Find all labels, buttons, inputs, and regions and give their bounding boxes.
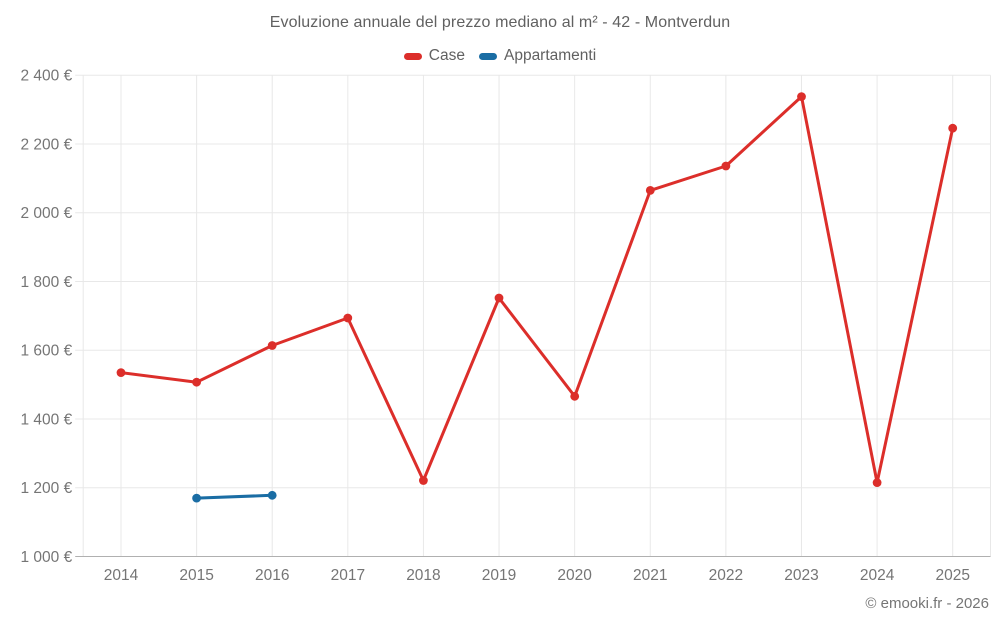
y-tick-label: 1 400 € [20, 411, 72, 428]
y-tick-label: 2 400 € [20, 68, 72, 85]
legend-item-case[interactable]: Case [403, 47, 465, 65]
data-point-case[interactable] [192, 377, 202, 387]
x-tick-label: 2022 [709, 567, 743, 584]
data-point-appartamenti[interactable] [192, 493, 202, 503]
data-point-case[interactable] [570, 391, 580, 401]
legend-label-appartamenti: Appartamenti [503, 47, 597, 64]
appartamenti-series-swatch-icon [478, 52, 497, 60]
chart-legend: Case Appartamenti [0, 47, 1000, 65]
y-tick-label: 1 000 € [20, 549, 72, 566]
data-point-case[interactable] [948, 123, 958, 133]
copyright-text: © emooki.fr - 2026 [865, 595, 989, 612]
x-tick-label: 2025 [935, 567, 969, 584]
chart-title: Evoluzione annuale del prezzo mediano al… [269, 14, 731, 31]
data-point-case[interactable] [267, 341, 277, 350]
series-line-case [119, 95, 955, 485]
data-point-case[interactable] [494, 293, 504, 303]
data-point-case[interactable] [872, 478, 882, 487]
x-tick-label: 2014 [104, 567, 139, 584]
data-point-case[interactable] [797, 92, 806, 101]
series-line-appartamenti [195, 493, 274, 500]
legend-label-case: Case [428, 47, 465, 64]
x-tick-label: 2018 [406, 567, 440, 584]
x-tick-label: 2017 [331, 567, 365, 584]
legend-item-appartamenti[interactable]: Appartamenti [478, 47, 597, 65]
x-tick-label: 2024 [860, 567, 895, 584]
x-tick-label: 2019 [482, 567, 516, 584]
data-point-case[interactable] [116, 368, 126, 377]
x-tick-label: 2023 [784, 567, 818, 584]
y-tick-label: 1 800 € [20, 274, 72, 291]
data-point-appartamenti[interactable] [267, 490, 277, 500]
case-series-swatch-icon [403, 52, 422, 60]
data-point-case[interactable] [343, 313, 353, 323]
data-point-case[interactable] [419, 476, 428, 485]
y-tick-label: 2 200 € [20, 136, 72, 153]
data-point-case[interactable] [721, 161, 731, 171]
y-tick-label: 2 000 € [20, 205, 72, 222]
x-tick-label: 2015 [179, 567, 213, 584]
y-tick-label: 1 600 € [20, 343, 72, 360]
data-point-case[interactable] [645, 186, 655, 195]
x-tick-label: 2021 [633, 567, 667, 584]
x-tick-label: 2020 [557, 567, 592, 584]
y-tick-label: 1 200 € [20, 480, 72, 497]
x-tick-label: 2016 [255, 567, 289, 584]
